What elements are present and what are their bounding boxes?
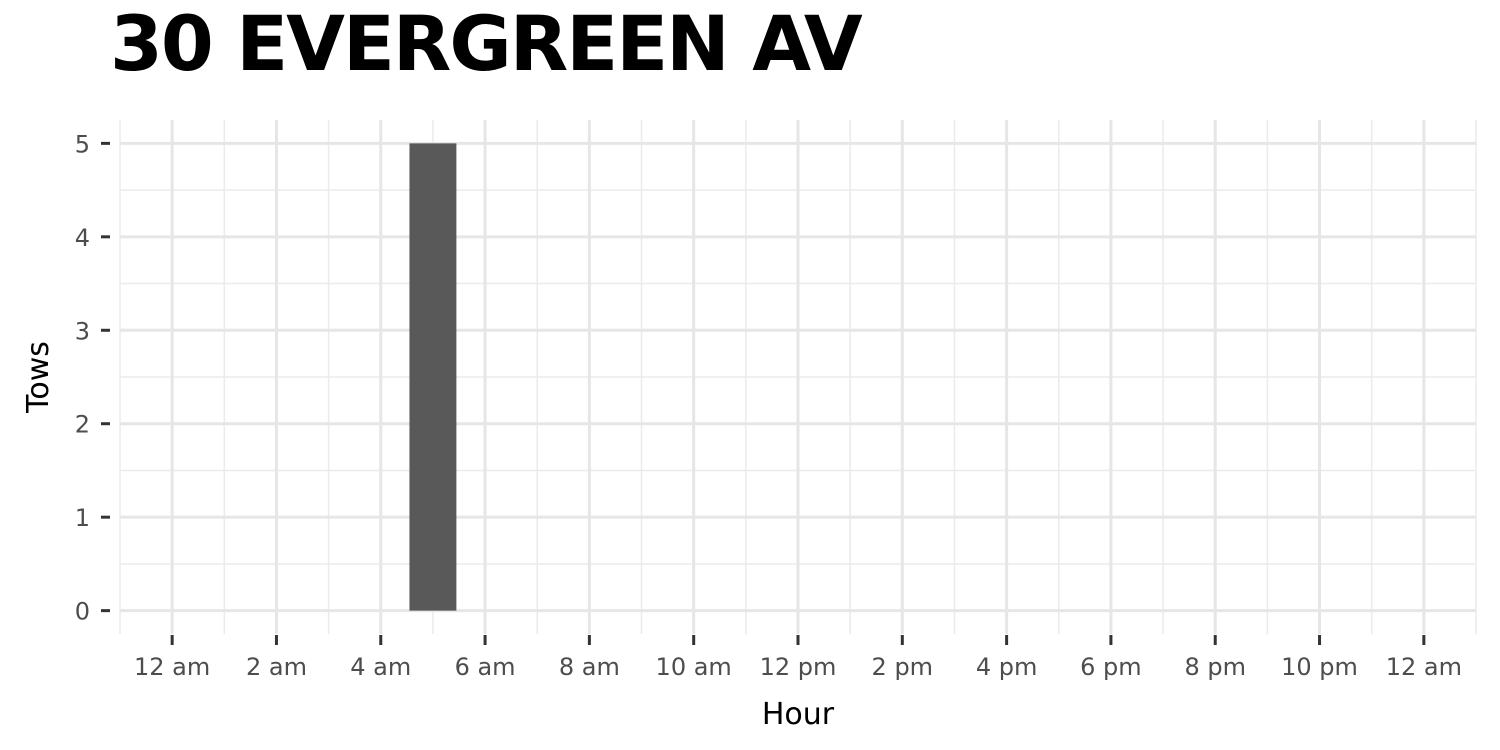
x-axis: 12 am 2 am 4 am 6 am 8 am 10 am 12 pm 2 pm 4 pm 6…: [134, 635, 1462, 681]
major-gridlines: [120, 120, 1476, 634]
x-tick-label: 6 am: [455, 653, 516, 681]
x-tick-label: 8 am: [559, 653, 620, 681]
x-tick-label: 2 pm: [872, 653, 934, 681]
x-tick-label: 4 pm: [976, 653, 1038, 681]
bars: [409, 143, 457, 611]
x-tick-label: 4 am: [350, 653, 411, 681]
x-tick-label: 10 am: [656, 653, 732, 681]
chart-title: 30 EVERGREEN AV: [110, 0, 863, 88]
y-tick-label: 2: [75, 411, 90, 439]
y-axis: 0 1 2 3 4 5: [75, 130, 110, 626]
x-tick-label: 12 am: [134, 653, 210, 681]
y-tick-label: 5: [75, 130, 90, 158]
x-tick-label: 12 pm: [760, 653, 837, 681]
y-tick-label: 3: [75, 317, 90, 345]
y-axis-title: Tows: [21, 341, 56, 414]
x-tick-label: 12 am: [1386, 653, 1462, 681]
x-tick-label: 10 pm: [1281, 653, 1358, 681]
x-tick-label: 6 pm: [1080, 653, 1142, 681]
x-tick-label: 8 pm: [1184, 653, 1246, 681]
y-tick-label: 4: [75, 224, 90, 252]
x-axis-title: Hour: [762, 697, 835, 732]
y-tick-label: 1: [75, 504, 90, 532]
bar: [409, 143, 457, 611]
x-tick-label: 2 am: [246, 653, 307, 681]
y-tick-label: 0: [75, 598, 90, 626]
